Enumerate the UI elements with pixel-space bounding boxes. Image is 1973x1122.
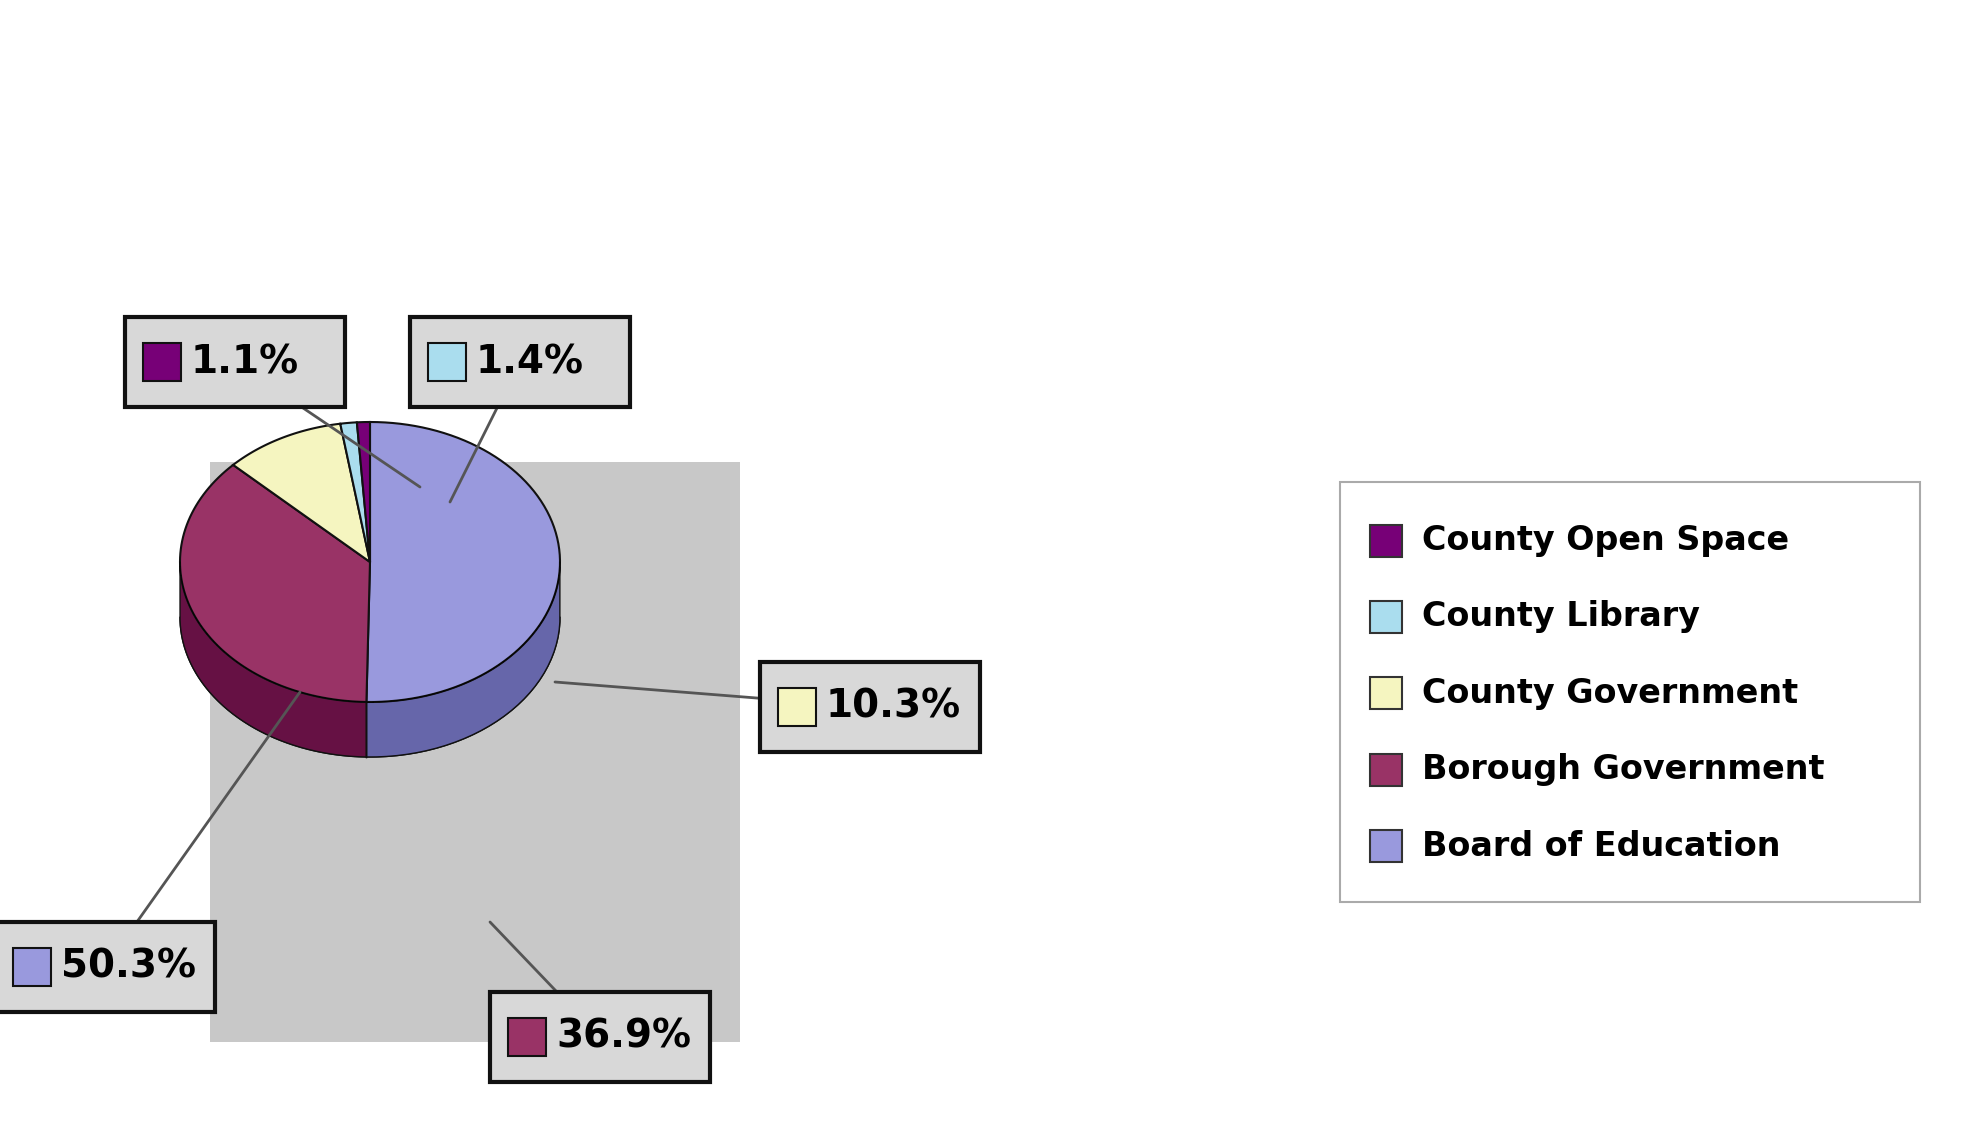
Text: 36.9%: 36.9% — [556, 1018, 691, 1056]
FancyBboxPatch shape — [124, 318, 345, 407]
Bar — [14, 948, 51, 986]
Polygon shape — [367, 422, 560, 702]
Polygon shape — [233, 424, 369, 562]
FancyBboxPatch shape — [0, 922, 215, 1012]
Text: County Open Space: County Open Space — [1421, 524, 1788, 557]
Bar — [428, 343, 466, 381]
Text: 50.3%: 50.3% — [61, 948, 195, 986]
Polygon shape — [180, 617, 560, 757]
Text: 1.1%: 1.1% — [191, 343, 300, 381]
Bar — [1369, 754, 1401, 785]
Bar — [777, 688, 815, 726]
Bar — [1369, 830, 1401, 862]
Bar — [1369, 601, 1401, 633]
Text: 1.4%: 1.4% — [475, 343, 584, 381]
Polygon shape — [367, 567, 560, 757]
Polygon shape — [180, 564, 367, 757]
Polygon shape — [339, 422, 369, 562]
Bar — [1369, 525, 1401, 557]
FancyBboxPatch shape — [410, 318, 629, 407]
Text: County Government: County Government — [1421, 677, 1797, 710]
Text: Borough Government: Borough Government — [1421, 753, 1823, 787]
Text: County Library: County Library — [1421, 600, 1699, 634]
Text: Board of Education: Board of Education — [1421, 829, 1780, 863]
Bar — [1340, 482, 1920, 902]
Bar — [507, 1018, 547, 1056]
FancyBboxPatch shape — [489, 992, 710, 1082]
FancyBboxPatch shape — [760, 662, 979, 752]
Polygon shape — [180, 465, 369, 702]
Bar — [1369, 678, 1401, 709]
Polygon shape — [357, 422, 369, 562]
Text: 10.3%: 10.3% — [825, 688, 961, 726]
Bar — [142, 343, 182, 381]
Bar — [209, 462, 740, 1042]
